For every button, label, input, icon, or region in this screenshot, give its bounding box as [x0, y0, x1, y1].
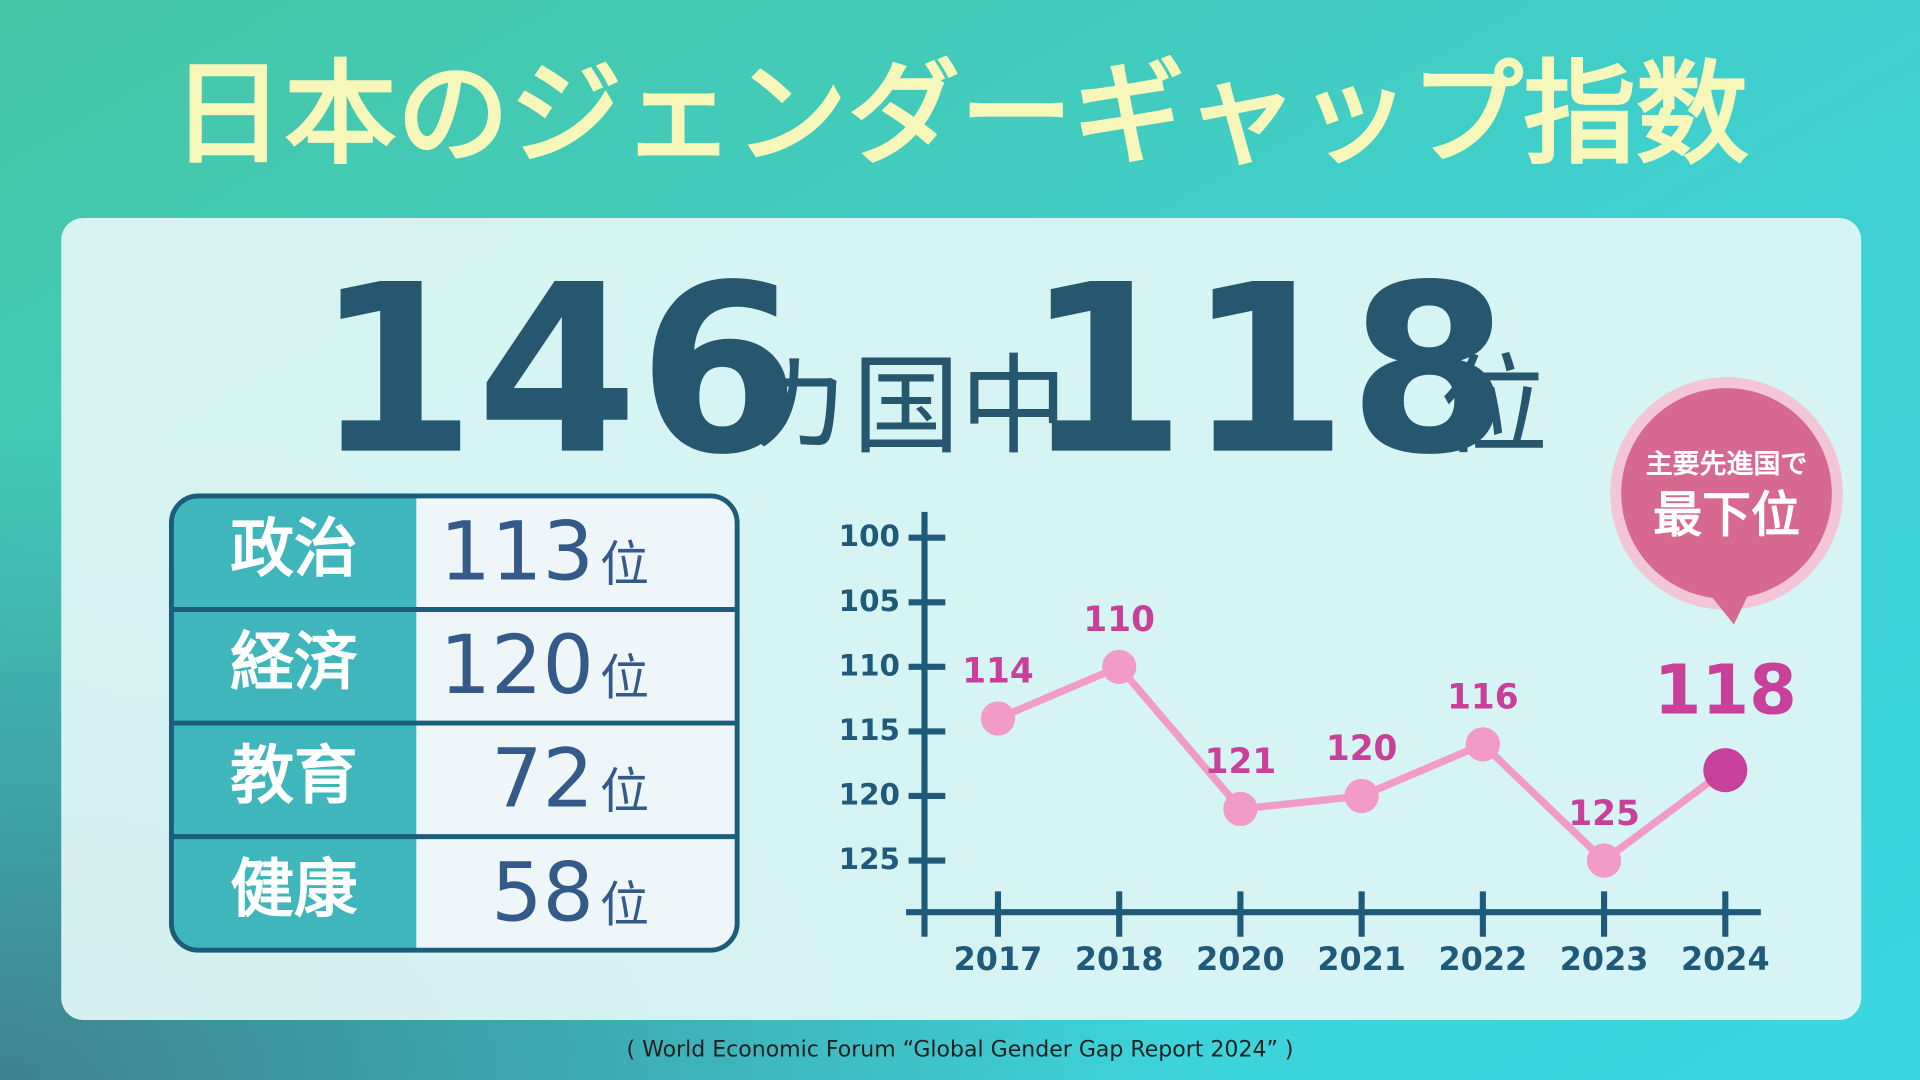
data-point [980, 701, 1016, 736]
y-tick-label: 100 [839, 519, 900, 553]
rank-unit: 位 [600, 763, 649, 820]
y-tick-label: 125 [839, 842, 900, 876]
x-tick-label: 2018 [1075, 940, 1164, 978]
value-label: 114 [962, 652, 1034, 692]
x-tick-label: 2023 [1560, 940, 1649, 978]
data-point [1465, 727, 1500, 762]
rank: 118 [1025, 235, 1511, 506]
table-border [168, 493, 740, 953]
value-label: 110 [1083, 600, 1155, 640]
category-rank: 113 [440, 506, 594, 600]
x-tick-label: 2021 [1317, 940, 1406, 978]
category-label: 健康 [230, 853, 358, 927]
x-tick-label: 2022 [1439, 940, 1528, 978]
value-label: 116 [1447, 678, 1519, 718]
callout-circle [1621, 388, 1832, 599]
y-tick-label: 115 [839, 713, 900, 747]
y-tick-label: 110 [839, 648, 900, 682]
callout-line2: 最下位 [1653, 486, 1800, 543]
value-label: 120 [1326, 729, 1398, 769]
rank-unit: 位 [1440, 344, 1548, 469]
callout-pointer [1709, 593, 1749, 625]
category-rank: 120 [440, 619, 594, 713]
x-tick-label: 2017 [954, 940, 1043, 978]
total-count: 146 [314, 235, 800, 506]
value-label: 118 [1654, 650, 1797, 730]
data-point [1102, 649, 1137, 684]
rank-unit: 位 [600, 536, 649, 593]
category-rank: 58 [491, 846, 594, 940]
rank-unit: 位 [600, 877, 649, 934]
source: ( World Economic Forum “Global Gender Ga… [626, 1038, 1293, 1063]
category-label: 教育 [230, 739, 357, 813]
data-point [1223, 791, 1258, 827]
category-label: 政治 [230, 512, 357, 586]
data-point [1703, 748, 1748, 793]
data-point [1586, 843, 1622, 878]
rank-unit: 位 [600, 649, 649, 706]
x-tick-label: 2020 [1196, 940, 1285, 978]
y-tick-label: 120 [839, 777, 900, 811]
total-unit: カ国中 [744, 344, 1067, 469]
value-label: 125 [1568, 794, 1640, 834]
category-rank: 72 [491, 733, 594, 827]
category-label: 経済 [230, 626, 358, 700]
score-table: 政治 113 位経済 120 位教育 72 位健康 58 位 [168, 493, 740, 953]
title: 日本のジェンダーギャップ指数 [172, 48, 1749, 180]
y-tick-label: 105 [839, 584, 900, 618]
x-tick-label: 2024 [1681, 940, 1770, 978]
value-label: 121 [1205, 742, 1277, 782]
callout-line1: 主要先進国で [1646, 449, 1808, 480]
line-chart: 100 105 110 115 120 125 2017 2018 2020 2021 2022 20… [839, 511, 1797, 978]
callout: 主要先進国で 最下位 [1610, 377, 1843, 625]
data-point [1344, 778, 1379, 814]
